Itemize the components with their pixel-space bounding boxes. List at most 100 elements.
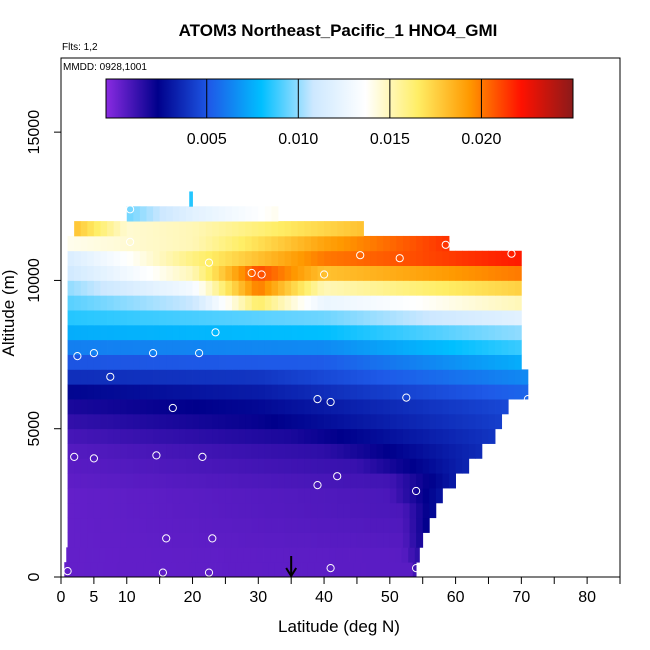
- heatmap-cell: [171, 547, 179, 563]
- heatmap-cell: [70, 562, 78, 577]
- heatmap-cell: [192, 428, 200, 444]
- heatmap-cell: [389, 428, 397, 444]
- heatmap-cell: [442, 443, 450, 459]
- heatmap-cell: [501, 280, 509, 296]
- heatmap-cell: [271, 339, 279, 355]
- heatmap-cell: [304, 428, 312, 444]
- heatmap-cell: [422, 399, 430, 415]
- heatmap-cell: [153, 413, 161, 430]
- heatmap-cell: [376, 235, 384, 252]
- heatmap-cell: [291, 235, 299, 252]
- heatmap-cell: [310, 384, 318, 400]
- heatmap-cell: [87, 473, 95, 489]
- heatmap-cell: [455, 324, 463, 341]
- heatmap-cell: [166, 265, 174, 281]
- heatmap-cell: [409, 502, 417, 519]
- heatmap-cell: [225, 339, 233, 355]
- heatmap-cell: [409, 235, 417, 252]
- heatmap-cell: [120, 532, 128, 548]
- heatmap-cell: [100, 265, 108, 281]
- heatmap-cell: [87, 384, 95, 400]
- heatmap-cell: [310, 235, 318, 252]
- heatmap-cell: [199, 428, 207, 444]
- heatmap-cell: [212, 369, 220, 385]
- heatmap-cell: [508, 250, 516, 266]
- heatmap-cell: [139, 458, 147, 474]
- heatmap-cell: [67, 399, 75, 415]
- heatmap-cell: [278, 250, 285, 266]
- heatmap-cell: [349, 547, 357, 563]
- heatmap-cell: [113, 265, 121, 281]
- heatmap-cell: [304, 443, 312, 459]
- heatmap-cell: [133, 310, 141, 326]
- heatmap-cell: [159, 399, 167, 415]
- heatmap-cell: [350, 532, 358, 548]
- heatmap-cell: [488, 265, 496, 281]
- heatmap-cell: [416, 339, 424, 355]
- heatmap-cell: [205, 206, 213, 222]
- heatmap-cell: [264, 473, 272, 489]
- heatmap-cell: [153, 295, 161, 311]
- heatmap-cell: [93, 221, 101, 237]
- heatmap-cell: [113, 488, 121, 504]
- heatmap-cell: [166, 517, 174, 533]
- heatmap-cell: [199, 399, 207, 415]
- heatmap-cell: [376, 250, 384, 266]
- heatmap-cell: [337, 235, 345, 252]
- heatmap-cell: [172, 428, 180, 444]
- heatmap-cell: [100, 473, 108, 489]
- heatmap-cell: [309, 547, 317, 563]
- heatmap-cell: [383, 517, 391, 533]
- colorbar-tick-label: 0.005: [187, 131, 227, 148]
- heatmap-cell: [370, 369, 378, 385]
- heatmap-cell: [264, 310, 272, 326]
- heatmap-cell: [442, 235, 450, 252]
- heatmap-cell: [284, 443, 292, 459]
- heatmap-cell: [153, 235, 161, 252]
- heatmap-cell: [212, 221, 220, 237]
- heatmap-cell: [416, 502, 424, 519]
- heatmap-cell: [245, 458, 253, 474]
- heatmap-cell: [383, 413, 391, 430]
- heatmap-cell: [317, 384, 325, 400]
- heatmap-cell: [278, 428, 285, 444]
- heatmap-cell: [442, 458, 450, 474]
- heatmap-cell: [225, 206, 233, 222]
- heatmap-cell: [429, 458, 437, 474]
- heatmap-cell: [107, 235, 115, 252]
- heatmap-cell: [422, 473, 430, 489]
- heatmap-cell: [416, 310, 424, 326]
- heatmap-cell: [133, 221, 141, 237]
- heatmap-cell: [468, 310, 476, 326]
- heatmap-cell: [416, 250, 424, 266]
- heatmap-cell: [179, 473, 187, 489]
- heatmap-cell: [156, 562, 164, 577]
- heatmap-cell: [264, 517, 272, 533]
- heatmap-cell: [317, 473, 325, 489]
- heatmap-cell: [462, 443, 470, 459]
- heatmap-cell: [251, 206, 259, 222]
- heatmap-cell: [455, 310, 463, 326]
- heatmap-cell: [245, 443, 253, 459]
- heatmap-cell: [435, 488, 443, 504]
- heatmap-cell: [379, 562, 387, 577]
- heatmap-cell: [416, 532, 424, 548]
- heatmap-cell: [199, 250, 207, 266]
- heatmap-cell: [231, 354, 239, 370]
- heatmap-cell: [291, 413, 299, 430]
- heatmap-cell: [264, 428, 272, 444]
- heatmap-cell: [133, 532, 141, 548]
- heatmap-cell: [120, 221, 128, 237]
- heatmap-cell: [258, 458, 266, 474]
- heatmap-cell: [93, 235, 101, 252]
- heatmap-cell: [462, 428, 470, 444]
- heatmap-cell: [218, 280, 226, 296]
- heatmap-cell: [271, 250, 279, 266]
- heatmap-cell: [212, 413, 220, 430]
- heatmap-cell: [501, 384, 509, 400]
- heatmap-cell: [120, 488, 128, 504]
- heatmap-cell: [113, 428, 121, 444]
- heatmap-cell: [435, 280, 443, 296]
- heatmap-cell: [120, 399, 128, 415]
- heatmap-cell: [501, 250, 509, 266]
